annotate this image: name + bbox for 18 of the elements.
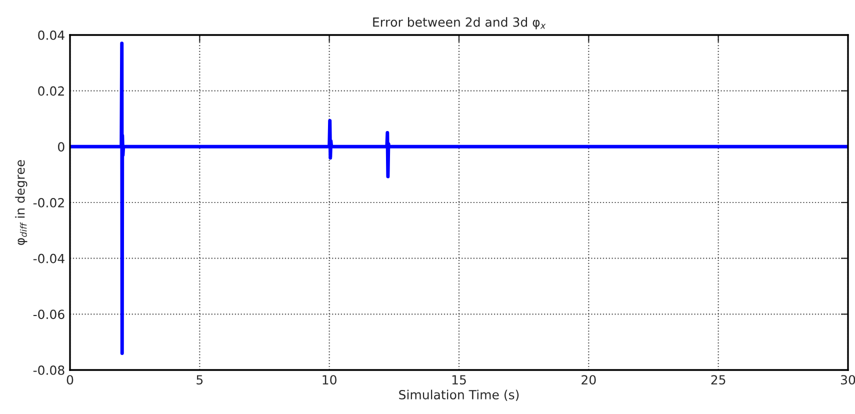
y-tick-label: 0 (58, 142, 64, 152)
x-tick-label: 25 (711, 375, 726, 385)
x-tick-label: 5 (196, 375, 203, 385)
x-axis-title: Simulation Time (s) (399, 390, 519, 401)
x-tick-label: 0 (66, 375, 74, 385)
chart-title: Error between 2d and 3d φ$_{x}$ (373, 17, 546, 30)
x-tick-label: 20 (582, 375, 596, 385)
y-tick-label: -0.06 (33, 310, 64, 320)
y-tick-label: -0.04 (33, 254, 64, 264)
y-tick-label: 0.04 (38, 30, 64, 40)
x-tick-label: 10 (322, 375, 336, 385)
x-tick-label: 15 (452, 375, 466, 385)
x-tick-label: 30 (841, 375, 855, 385)
line-series (70, 42, 848, 355)
y-tick-label: -0.08 (33, 365, 64, 375)
y-tick-label: 0.02 (38, 86, 64, 96)
y-axis-title: φ$_{diff}$ in degree (15, 160, 28, 246)
y-tick-label: -0.02 (33, 198, 64, 208)
